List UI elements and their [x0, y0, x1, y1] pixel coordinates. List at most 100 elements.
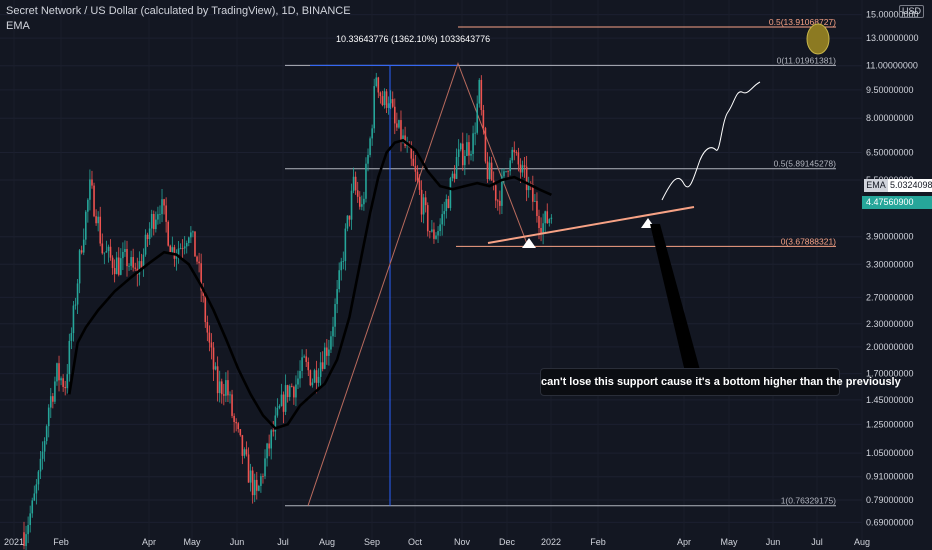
candle-body: [511, 149, 514, 161]
ema-badge-value: 5.03240983: [890, 180, 932, 190]
candle-body: [202, 290, 205, 296]
candle-body: [297, 378, 299, 385]
candle-body: [484, 128, 487, 162]
candle-body: [120, 258, 122, 275]
candle-body: [497, 200, 499, 202]
candle-body: [513, 149, 516, 153]
candle-body: [115, 257, 118, 275]
candle-body: [509, 160, 511, 172]
y-tick-label: 1.25000000: [866, 419, 914, 429]
candle-body: [64, 386, 66, 389]
candle-body: [280, 394, 283, 406]
candle-body: [486, 161, 489, 180]
candle-body: [175, 254, 178, 259]
fib-levels: 0.5(13.91068727) 0(11.01961381) 0.5(5.8914…: [285, 17, 837, 507]
candle-body: [389, 99, 392, 104]
candle-body: [27, 524, 29, 535]
x-axis[interactable]: 2021 Feb Apr May Jun Jul Aug Sep Oct Nov Dec 2022 Fe…: [4, 537, 870, 547]
candle-body: [200, 263, 202, 291]
candle-body: [148, 228, 151, 240]
candle-body: [371, 128, 373, 139]
candle-body: [521, 165, 524, 173]
x-tick-label: Jul: [811, 537, 823, 547]
fib-label: 0.5(5.89145278): [774, 159, 837, 169]
candle-body: [379, 92, 382, 97]
fib-label: 1(0.76329175): [781, 496, 836, 506]
candle-body: [105, 251, 108, 253]
candle-body: [229, 394, 231, 396]
candle-body: [319, 362, 322, 377]
candle-body: [223, 394, 225, 396]
candle-body: [431, 229, 433, 232]
candle-body: [233, 415, 235, 423]
candle-body: [385, 91, 388, 108]
y-tick-label: 2.00000000: [866, 342, 914, 352]
candle-body: [218, 381, 221, 394]
y-tick-label: 0.69000000: [866, 517, 914, 527]
candle-body: [60, 378, 62, 381]
candle-body: [243, 449, 246, 456]
candle-body: [124, 249, 126, 252]
candle-body: [196, 256, 198, 262]
candle-body: [527, 183, 530, 191]
candle-body: [276, 407, 279, 416]
candle-body: [72, 305, 75, 334]
candle-body: [144, 234, 147, 255]
x-tick-label: Jul: [277, 537, 289, 547]
x-tick-label: Apr: [677, 537, 691, 547]
candle-body: [461, 143, 464, 166]
measure-label: 10.33643776 (1362.10%) 1033643776: [336, 34, 491, 44]
candle-body: [482, 110, 485, 129]
candle-body: [134, 267, 137, 269]
drawings: [307, 61, 529, 506]
currency-badge[interactable]: USD: [899, 5, 925, 18]
candle-body: [443, 211, 446, 215]
candle-body: [167, 221, 169, 246]
candle-body: [128, 265, 130, 267]
candle-body: [459, 143, 462, 150]
candle-body: [544, 211, 546, 224]
candle-body: [472, 133, 474, 154]
candle-body: [538, 216, 540, 229]
candle-body: [101, 243, 104, 254]
zigzag-drawing: [307, 61, 529, 506]
candle-body: [416, 171, 419, 181]
candle-body: [204, 295, 207, 323]
grid-lines: [0, 14, 862, 523]
candle-body: [212, 347, 215, 370]
candle-body: [80, 250, 83, 253]
support-trendline: [487, 206, 695, 244]
candle-body: [142, 254, 145, 268]
price-badge: 4.47560900: [862, 196, 932, 209]
candle-body: [396, 123, 398, 128]
candle-body: [361, 204, 363, 207]
candle-body: [532, 184, 534, 202]
candle-body: [272, 430, 275, 432]
indicator-label[interactable]: EMA: [6, 20, 30, 32]
candle-body: [103, 252, 106, 254]
candle-body: [344, 228, 347, 262]
candle-body: [113, 268, 116, 275]
support-note: can't lose this support cause it's a bot…: [540, 368, 901, 396]
candle-body: [426, 205, 429, 232]
candle-body: [251, 470, 254, 496]
y-tick-label: 1.05000000: [866, 448, 914, 458]
y-axis[interactable]: 15.00000000 13.00000000 11.00000000 9.50000…: [866, 10, 919, 528]
candle-body: [435, 235, 437, 239]
candle-body: [534, 200, 536, 202]
candle-body: [326, 347, 328, 356]
candle-body: [214, 366, 217, 370]
y-tick-label: 8.00000000: [866, 113, 914, 123]
candle-body: [117, 257, 120, 275]
candle-body: [363, 198, 365, 205]
candle-body: [447, 199, 450, 208]
candle-body: [262, 476, 264, 477]
candle-body: [31, 500, 34, 514]
candle-body: [387, 103, 390, 108]
candle-body: [464, 155, 466, 166]
y-tick-label: 3.30000000: [866, 259, 914, 269]
candle-body: [369, 138, 371, 155]
y-tick-label: 1.45000000: [866, 395, 914, 405]
